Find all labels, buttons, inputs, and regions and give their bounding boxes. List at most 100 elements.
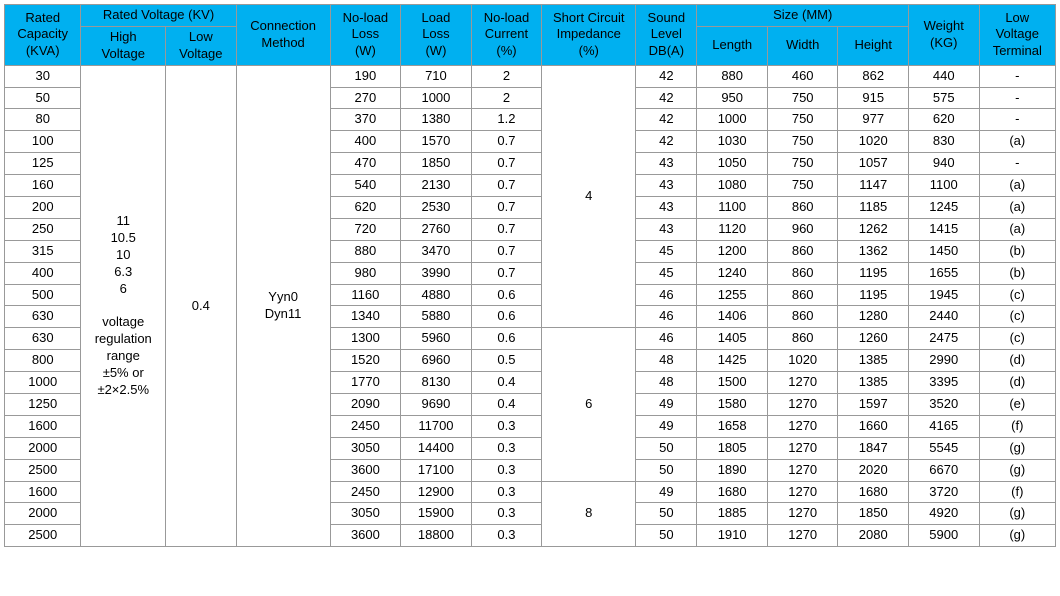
table-cell: 0.7 [471, 197, 542, 219]
table-cell: 0.6 [471, 328, 542, 350]
table-cell: 370 [330, 109, 401, 131]
table-cell: - [979, 65, 1055, 87]
table-cell: 1260 [838, 328, 909, 350]
transformer-spec-table: Rated Capacity (KVA) Rated Voltage (KV) … [4, 4, 1056, 547]
table-cell: 42 [636, 87, 697, 109]
table-cell: 500 [5, 284, 81, 306]
table-cell: 1020 [767, 350, 838, 372]
table-cell: 0.7 [471, 175, 542, 197]
table-cell: 3050 [330, 503, 401, 525]
table-cell: 8 [542, 481, 636, 547]
table-cell: 860 [767, 262, 838, 284]
table-cell: 3395 [909, 372, 980, 394]
table-cell: 0.7 [471, 262, 542, 284]
table-cell: 860 [767, 240, 838, 262]
table-cell: 915 [838, 87, 909, 109]
table-cell: 2530 [401, 197, 472, 219]
table-cell: 1890 [697, 459, 768, 481]
table-cell: 1658 [697, 415, 768, 437]
table-cell: 1520 [330, 350, 401, 372]
table-cell: (g) [979, 525, 1055, 547]
header-length: Length [697, 26, 768, 65]
table-cell: 1270 [767, 394, 838, 416]
table-cell: 0.3 [471, 481, 542, 503]
table-cell: 48 [636, 372, 697, 394]
header-width: Width [767, 26, 838, 65]
table-cell: 1280 [838, 306, 909, 328]
table-cell: 2450 [330, 481, 401, 503]
header-rated-voltage: Rated Voltage (KV) [81, 5, 236, 27]
table-cell: 5900 [909, 525, 980, 547]
table-cell: (e) [979, 394, 1055, 416]
table-cell: 1240 [697, 262, 768, 284]
table-cell: 1415 [909, 218, 980, 240]
table-cell: 1080 [697, 175, 768, 197]
table-cell: 3050 [330, 437, 401, 459]
table-cell: 0.3 [471, 459, 542, 481]
table-cell: 6 [542, 328, 636, 481]
table-cell: 50 [636, 503, 697, 525]
table-cell: 1245 [909, 197, 980, 219]
table-cell: 1380 [401, 109, 472, 131]
table-cell: 1000 [401, 87, 472, 109]
table-cell: 1680 [697, 481, 768, 503]
table-cell: 1425 [697, 350, 768, 372]
table-cell: 0.7 [471, 131, 542, 153]
table-cell: 5880 [401, 306, 472, 328]
table-cell: 1847 [838, 437, 909, 459]
table-cell: 2500 [5, 459, 81, 481]
table-cell: 860 [767, 197, 838, 219]
table-cell: 2500 [5, 525, 81, 547]
table-cell: 1020 [838, 131, 909, 153]
header-connection: Connection Method [236, 5, 330, 66]
table-cell: 200 [5, 197, 81, 219]
table-cell: 940 [909, 153, 980, 175]
table-cell: 9690 [401, 394, 472, 416]
table-cell: 1805 [697, 437, 768, 459]
header-weight: Weight (KG) [909, 5, 980, 66]
table-cell: 1580 [697, 394, 768, 416]
table-cell: 1270 [767, 481, 838, 503]
table-cell: (a) [979, 175, 1055, 197]
table-cell: 1885 [697, 503, 768, 525]
table-cell: 1185 [838, 197, 909, 219]
table-cell: 1910 [697, 525, 768, 547]
table-cell: 2440 [909, 306, 980, 328]
table-cell: (c) [979, 284, 1055, 306]
table-cell: 1262 [838, 218, 909, 240]
table-cell: 5960 [401, 328, 472, 350]
table-cell: 860 [767, 306, 838, 328]
table-cell: 0.4 [166, 65, 237, 547]
table-cell: 1600 [5, 481, 81, 503]
table-cell: 3470 [401, 240, 472, 262]
table-cell: 1147 [838, 175, 909, 197]
table-cell: 49 [636, 394, 697, 416]
table-cell: 46 [636, 328, 697, 350]
table-cell: 800 [5, 350, 81, 372]
table-cell: 6670 [909, 459, 980, 481]
table-cell: 1570 [401, 131, 472, 153]
table-cell: 43 [636, 153, 697, 175]
table-cell: 720 [330, 218, 401, 240]
table-cell: 1597 [838, 394, 909, 416]
table-cell: 1450 [909, 240, 980, 262]
table-cell: 1385 [838, 372, 909, 394]
table-cell: (g) [979, 503, 1055, 525]
table-cell: 6960 [401, 350, 472, 372]
table-cell: 2 [471, 87, 542, 109]
table-cell: 11700 [401, 415, 472, 437]
table-cell: (b) [979, 240, 1055, 262]
table-cell: 960 [767, 218, 838, 240]
table-cell: - [979, 153, 1055, 175]
table-cell: 1000 [5, 372, 81, 394]
table-cell: 1362 [838, 240, 909, 262]
table-cell: 2090 [330, 394, 401, 416]
table-cell: 1270 [767, 437, 838, 459]
table-cell: 80 [5, 109, 81, 131]
table-cell: 11 10.5 10 6.3 6 voltage regulation rang… [81, 65, 166, 547]
table-cell: 1655 [909, 262, 980, 284]
table-cell: 2130 [401, 175, 472, 197]
table-cell: 860 [767, 328, 838, 350]
table-cell: (d) [979, 372, 1055, 394]
table-cell: 46 [636, 306, 697, 328]
